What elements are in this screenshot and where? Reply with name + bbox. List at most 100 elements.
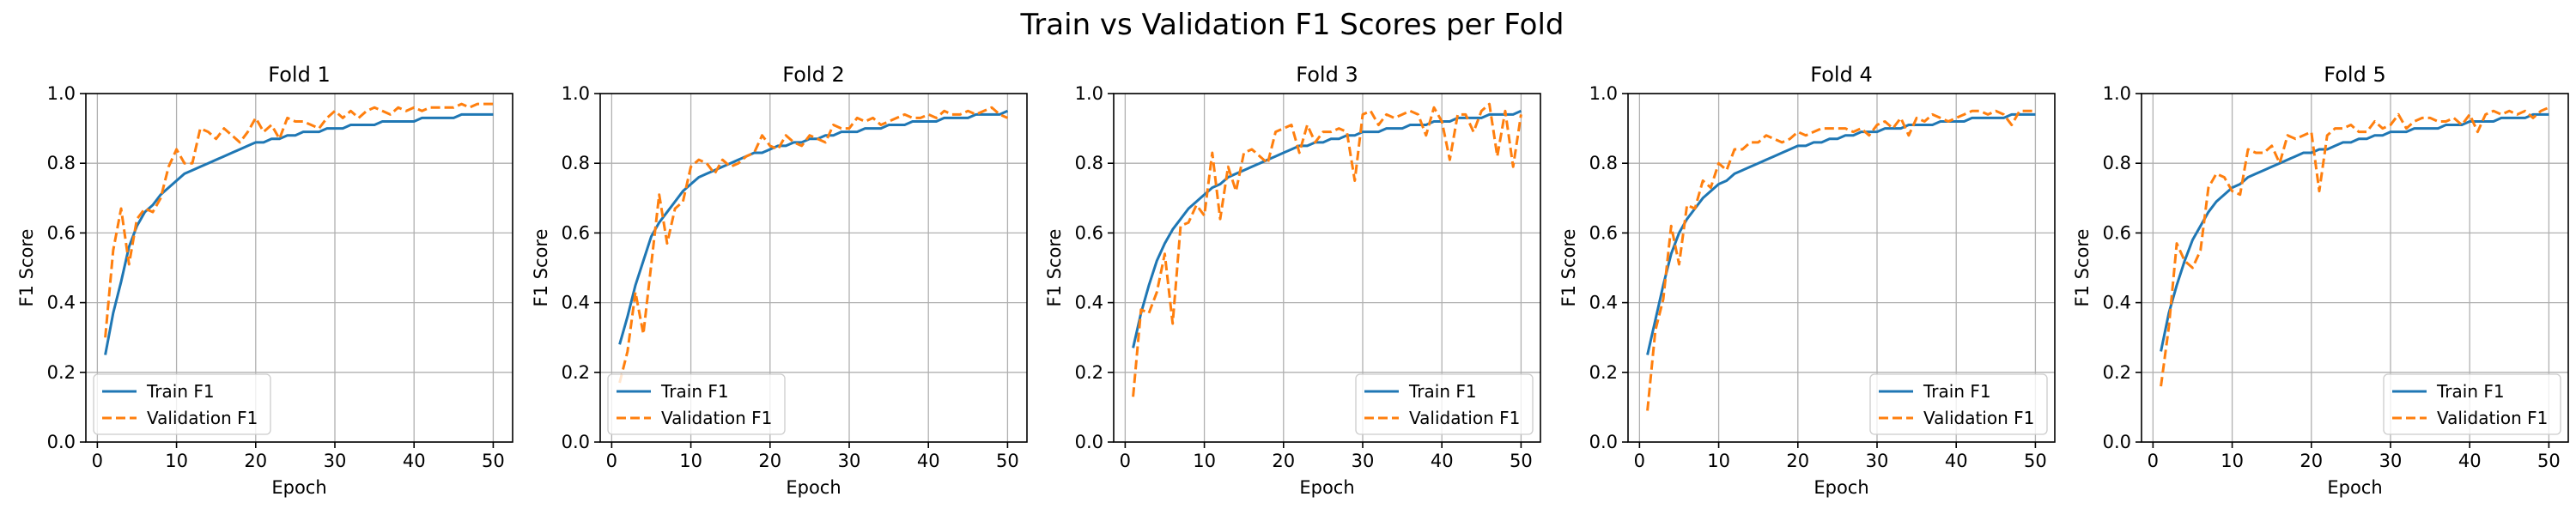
y-tick-label: 1.0 [2103,83,2131,104]
x-tick-label: 50 [2024,451,2047,471]
legend-label: Validation F1 [661,408,772,428]
y-axis-label: F1 Score [2072,229,2093,307]
x-tick-label: 20 [2300,451,2323,471]
y-tick-label: 0.0 [1075,432,1103,452]
panel-title: Fold 3 [1296,63,1358,87]
x-tick-label: 30 [1352,451,1375,471]
y-tick-label: 0.4 [1075,293,1103,313]
x-tick-label: 20 [758,451,781,471]
y-tick-label: 0.6 [2103,222,2131,243]
x-axis-label: Epoch [1299,477,1354,498]
legend-label: Validation F1 [147,408,258,428]
panel-fold-5: Fold 5 0 10 20 30 40 50 0.0 0.2 0.4 0.6 0.8 1.0 Epoch… [2072,63,2569,498]
y-tick-label: 0.6 [1589,222,1618,243]
x-tick-label: 0 [2148,451,2159,471]
validation-f1-line [618,106,1009,384]
x-tick-label: 20 [244,451,267,471]
x-tick-label: 40 [2458,451,2482,471]
y-tick-label: 0.8 [2103,153,2131,173]
y-tick-label: 0.6 [562,222,590,243]
y-tick-label: 0.4 [1589,293,1618,313]
y-tick-label: 0.4 [2103,293,2131,313]
x-tick-label: 50 [996,451,1019,471]
y-tick-label: 0.2 [562,362,590,383]
y-tick-label: 0.0 [1589,432,1618,452]
train-f1-line [1646,112,2036,355]
panel-fold-1: Fold 1 0 10 20 30 40 50 0.0 0.2 0.4 0.6 0.8 1.0 Epoch… [16,63,513,498]
axes-frame [1113,93,1541,443]
y-tick-label: 1.0 [1075,83,1103,104]
y-tick-label: 0.0 [562,432,590,452]
x-axis-label: Epoch [271,477,326,498]
y-tick-label: 0.2 [1075,362,1103,383]
y-tick-label: 1.0 [562,83,590,104]
x-tick-label: 20 [1786,451,1809,471]
x-axis-label: Epoch [1814,477,1868,498]
y-tick-label: 0.0 [47,432,76,452]
panel-fold-2: Fold 2 0 10 20 30 40 50 0.0 0.2 0.4 0.6 0.8 1.0 Epoch… [531,63,1028,498]
legend-box [1869,373,2048,435]
y-tick-label: 0.8 [562,153,590,173]
legend: Train F1 Validation F1 [1355,373,1534,435]
x-tick-label: 40 [403,451,426,471]
legend-label: Train F1 [1408,381,1477,402]
legend-label: Train F1 [660,381,729,402]
y-tick-label: 0.4 [47,293,76,313]
y-axis-label: F1 Score [1044,229,1065,307]
legend: Train F1 Validation F1 [607,373,786,435]
y-tick-label: 0.0 [2103,432,2131,452]
grid [86,93,513,443]
x-tick-label: 10 [1193,451,1216,471]
legend-box [607,373,786,435]
legend-box [2383,373,2561,435]
x-tick-label: 50 [482,451,505,471]
y-tick-label: 0.2 [47,362,76,383]
y-axis-label: F1 Score [16,229,37,307]
y-tick-label: 0.2 [1589,362,1618,383]
x-tick-label: 0 [606,451,617,471]
x-tick-label: 0 [1634,451,1645,471]
panels: Fold 1 0 10 20 30 40 50 0.0 0.2 0.4 0.6 0.8 1.0 Epoch… [16,63,2569,498]
y-tick-label: 0.2 [2103,362,2131,383]
x-tick-label: 10 [165,451,188,471]
x-tick-label: 10 [679,451,702,471]
x-axis-label: Epoch [786,477,841,498]
y-tick-label: 0.6 [47,222,76,243]
validation-f1-line [2160,106,2550,387]
y-axis-label: F1 Score [1558,229,1579,307]
legend-label: Train F1 [146,381,215,402]
validation-f1-line [104,102,494,338]
x-tick-label: 0 [1120,451,1131,471]
x-tick-label: 20 [1272,451,1295,471]
axes-frame [85,93,513,443]
x-tick-label: 40 [1945,451,1968,471]
panel-title: Fold 2 [782,63,844,87]
y-tick-label: 0.4 [562,293,590,313]
validation-f1-line [1646,109,2036,411]
x-tick-label: 30 [838,451,861,471]
panel-title: Fold 1 [268,63,330,87]
y-axis-label: F1 Score [531,229,551,307]
x-axis-label: Epoch [2327,477,2382,498]
legend: Train F1 Validation F1 [1869,373,2048,435]
x-tick-label: 40 [917,451,940,471]
y-tick-label: 1.0 [1589,83,1618,104]
x-tick-label: 30 [1866,451,1889,471]
legend-label: Validation F1 [1409,408,1520,428]
train-f1-line [2160,112,2549,352]
train-f1-line [618,109,1009,345]
panel-fold-3: Fold 3 0 10 20 30 40 50 0.0 0.2 0.4 0.6 0.8 1.0 Epoch… [1044,63,1541,498]
legend-label: Validation F1 [1923,408,2034,428]
panel-fold-4: Fold 4 0 10 20 30 40 50 0.0 0.2 0.4 0.6 0.8 1.0 Epoch… [1558,63,2056,498]
legend-label: Train F1 [2436,381,2505,402]
x-tick-label: 30 [2379,451,2403,471]
y-tick-label: 0.8 [1075,153,1103,173]
figure-title: Train vs Validation F1 Scores per Fold [1020,8,1564,42]
y-tick-label: 0.8 [1589,153,1618,173]
y-tick-label: 1.0 [47,83,76,104]
legend-label: Train F1 [1923,381,1991,402]
x-tick-label: 50 [2537,451,2561,471]
validation-f1-line [1132,102,1522,397]
x-tick-label: 30 [324,451,347,471]
